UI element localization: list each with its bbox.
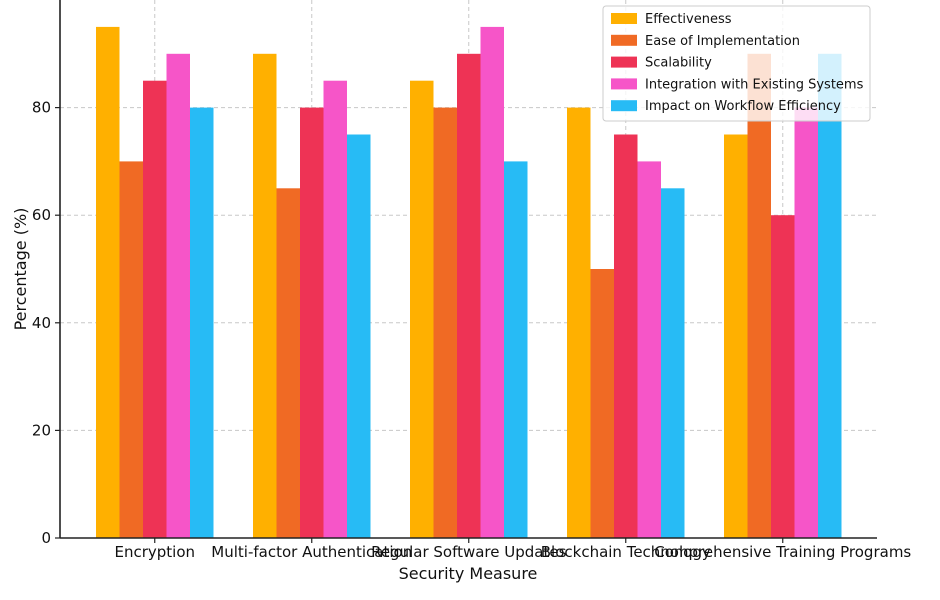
x-ticks: Encryption Multi-factor AuthenticationReg… [114, 538, 911, 561]
x-tick-label: Regular Software Updates [371, 543, 567, 561]
bar [504, 161, 528, 538]
bar [253, 53, 277, 539]
bar [119, 161, 143, 538]
legend-swatch [611, 34, 637, 46]
bars [96, 26, 842, 539]
bar [457, 53, 481, 539]
x-axis-title: Security Measure [399, 564, 538, 583]
legend-label: Ease of Implementation [645, 34, 800, 49]
legend-label: Integration with Existing Systems [645, 77, 864, 92]
legend: Effectiveness Ease of Implementation Scala… [602, 5, 871, 122]
y-tick-label: 80 [32, 99, 51, 117]
x-tick-label: Comprehensive Training Programs [654, 543, 911, 561]
bar [323, 80, 347, 538]
bar [794, 107, 818, 538]
bar [143, 80, 167, 538]
bar [771, 215, 795, 538]
y-tick-label: 40 [32, 314, 51, 332]
legend-box [602, 5, 871, 122]
bar [410, 80, 434, 538]
legend-label: Impact on Workflow Efficiency [645, 99, 841, 114]
legend-swatch [611, 78, 637, 90]
bar [347, 134, 371, 538]
bar [724, 134, 748, 538]
legend-label: Scalability [645, 56, 712, 71]
y-axis-title: Percentage (%) [11, 208, 30, 331]
legend-swatch [611, 56, 637, 68]
bar [300, 107, 324, 538]
bar [433, 107, 457, 538]
bar [590, 269, 614, 538]
legend-swatch [611, 13, 637, 24]
bar [637, 161, 661, 538]
y-tick-label: 20 [32, 421, 51, 439]
y-tick-label: 60 [32, 206, 51, 224]
bar [747, 53, 771, 539]
bar [818, 53, 842, 539]
x-tick-label: Encryption [114, 543, 195, 561]
bar [166, 53, 190, 539]
bar [614, 134, 638, 538]
legend-label: Effectiveness [645, 12, 732, 27]
bar [190, 107, 214, 538]
legend-items: Effectiveness Ease of Implementation Scala… [611, 12, 864, 114]
bar [567, 107, 591, 538]
bar [480, 26, 504, 539]
legend-swatch [611, 100, 637, 112]
bar [276, 188, 300, 539]
bar [661, 188, 685, 539]
x-tick-label: Blockchain Technology [541, 543, 711, 561]
bar [96, 26, 120, 539]
x-tick-label: Multi-factor Authentication [211, 543, 412, 561]
y-ticks: 0 20 40 60 80 [32, 99, 60, 547]
y-tick-label: 0 [41, 529, 51, 547]
